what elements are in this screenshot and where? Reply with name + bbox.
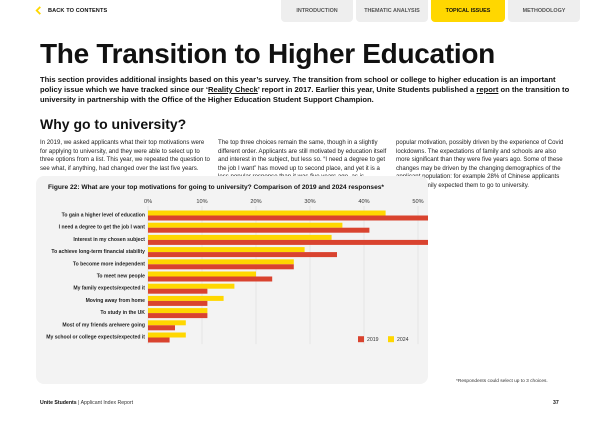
- tab-thematic-analysis[interactable]: THEMATIC ANALYSIS: [356, 0, 428, 22]
- x-tick-label: 20%: [250, 199, 261, 205]
- x-tick-label: 50%: [412, 199, 423, 205]
- bar-2019: [148, 215, 428, 221]
- category-label: To study in the UK: [100, 310, 145, 316]
- report-link[interactable]: report: [476, 85, 499, 94]
- footer: Unite Students | Applicant Index Report: [40, 400, 133, 406]
- page-title: The Transition to Higher Education: [40, 38, 495, 69]
- intro-text-3: on the transition to university in partn…: [40, 85, 570, 104]
- bar-2019: [148, 264, 294, 270]
- legend-label-2019: 2019: [367, 337, 379, 343]
- category-label: My family expects/expected it: [73, 286, 145, 292]
- x-tick-label: 30%: [304, 199, 315, 205]
- bar-2024: [148, 222, 343, 228]
- footer-separator: |: [78, 400, 80, 406]
- bar-2024: [148, 295, 224, 301]
- tab-methodology[interactable]: METHODOLOGY: [508, 0, 580, 22]
- chart-title: Figure 22: What are your top motivations…: [48, 184, 384, 191]
- bar-2024: [148, 271, 256, 277]
- x-tick-label: 40%: [358, 199, 369, 205]
- bar-2019: [148, 325, 175, 331]
- section-tabs: INTRODUCTION THEMATIC ANALYSIS TOPICAL I…: [281, 0, 580, 22]
- tab-topical-issues[interactable]: TOPICAL ISSUES: [431, 0, 505, 22]
- category-label: To become more independent: [73, 261, 145, 267]
- legend-swatch-2024: [388, 336, 394, 343]
- bar-2024: [148, 210, 386, 216]
- intro-paragraph: This section provides additional insight…: [40, 75, 570, 105]
- intro-text-1: This section provides additional insight…: [40, 75, 556, 94]
- category-label: My school or college expects/expected it: [46, 335, 145, 341]
- category-label: To gain a higher level of education: [62, 213, 145, 219]
- bar-2024: [148, 247, 305, 253]
- chevron-left-icon: [35, 6, 41, 15]
- bar-2019: [148, 252, 337, 258]
- bar-2019: [148, 300, 208, 306]
- top-navigation: BACK TO CONTENTS INTRODUCTION THEMATIC A…: [0, 0, 600, 22]
- reality-check-link[interactable]: Reality Check: [207, 85, 258, 94]
- bar-2019: [148, 288, 208, 294]
- page-number: 37: [553, 400, 559, 406]
- tab-introduction[interactable]: INTRODUCTION: [281, 0, 353, 22]
- figure-panel: Figure 22: What are your top motivations…: [36, 176, 428, 384]
- bar-2019: [148, 276, 273, 282]
- legend-label-2024: 2024: [397, 337, 409, 343]
- back-to-contents-label: BACK TO CONTENTS: [48, 7, 108, 14]
- footer-brand: Unite Students: [40, 400, 77, 406]
- x-tick-label: 0%: [144, 199, 152, 205]
- x-tick-label: 10%: [196, 199, 207, 205]
- bar-2024: [148, 283, 235, 289]
- body-column-3: popular motivation, possibly driven by t…: [396, 139, 564, 189]
- footer-report-name: Applicant Index Report: [80, 400, 134, 406]
- category-label: To meet new people: [97, 274, 145, 280]
- bar-2024: [148, 308, 208, 314]
- intro-text-2: ’ report in 2017. Earlier this year, Uni…: [257, 85, 477, 94]
- section-subheading: Why go to university?: [40, 116, 187, 132]
- bar-2019: [148, 313, 208, 319]
- back-to-contents-link[interactable]: BACK TO CONTENTS: [34, 6, 107, 15]
- bar-2019: [148, 239, 428, 245]
- category-label: I need a degree to get the job I want: [59, 225, 146, 231]
- body-column-1: In 2019, we asked applicants what their …: [40, 139, 210, 172]
- legend-swatch-2019: [358, 336, 364, 343]
- bar-2024: [148, 259, 294, 265]
- bar-2024: [148, 320, 186, 326]
- chart-footnote: *Respondents could select up to 3 choice…: [456, 379, 548, 384]
- category-label: Most of my friends are/were going: [62, 322, 145, 328]
- category-label: Interest in my chosen subject: [73, 237, 145, 243]
- bar-2019: [148, 227, 370, 233]
- category-label: To achieve long-term financial stability: [51, 249, 145, 255]
- motivations-bar-chart: 0% 10% 20% 30% 40% 50% To gain a higher level …: [46, 199, 428, 345]
- bar-2024: [148, 332, 186, 338]
- bar-2019: [148, 337, 170, 343]
- bar-2024: [148, 234, 332, 240]
- category-label: Moving away from home: [86, 298, 146, 304]
